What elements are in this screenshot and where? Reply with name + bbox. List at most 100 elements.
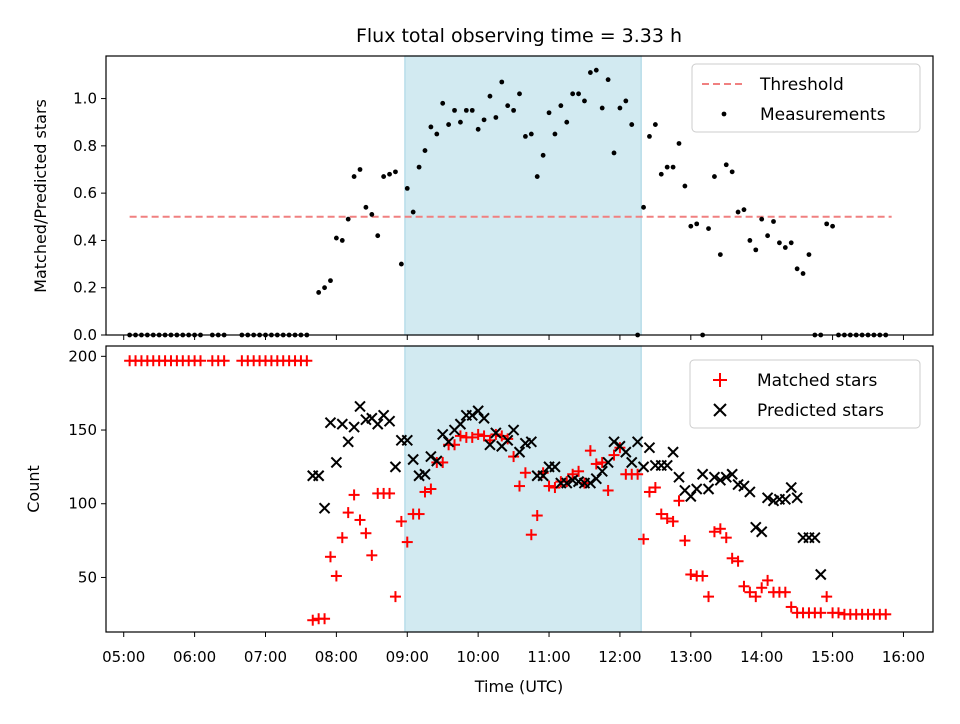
predicted-star-point [324, 416, 337, 429]
matched-star-point [531, 510, 543, 522]
x-axis-label: Time (UTC) [474, 677, 563, 696]
matched-star-point [567, 468, 579, 480]
measurement-point [759, 216, 765, 222]
legend-measurement-label: Measurements [760, 105, 886, 125]
measurement-point [605, 77, 611, 83]
x-tick-label: 10:00 [457, 648, 500, 666]
predicted-star-point [348, 421, 360, 433]
predicted-star-point [696, 468, 709, 480]
measurement-point [741, 207, 747, 213]
matched-star-point [708, 526, 720, 538]
predicted-star-point [643, 442, 656, 454]
measurement-point [458, 119, 463, 125]
top-y-axis-label: Matched/Predicted stars [31, 99, 50, 293]
measurement-point [664, 164, 670, 170]
legend-predicted-label: Predicted stars [757, 401, 884, 421]
matched-star-point [319, 613, 331, 625]
predicted-star-point [750, 521, 762, 534]
x-tick-label: 16:00 [882, 648, 925, 666]
measurement-point [528, 131, 534, 137]
measurement-point [434, 131, 440, 137]
predicted-star-point [637, 461, 650, 473]
predicted-star-point [478, 412, 490, 424]
matched-star-point [703, 591, 715, 603]
x-tick-label: 06:00 [173, 648, 216, 666]
measurement-point [351, 174, 357, 179]
matched-star-point [584, 445, 596, 457]
predicted-star-point [620, 446, 632, 458]
legend-predicted-marker [713, 403, 727, 417]
matched-star-point [608, 449, 620, 461]
measurement-point [410, 209, 416, 215]
top-highlight-layer [404, 55, 642, 336]
measurement-point [824, 221, 830, 227]
predicted-star-point [561, 477, 573, 489]
legend-threshold-label: Threshold [759, 75, 844, 95]
matched-star-point [649, 482, 661, 494]
predicted-star-point [631, 436, 644, 448]
matched-star-point [336, 532, 348, 544]
measurement-point [582, 98, 587, 104]
measurement-point [771, 219, 776, 224]
matched-star-point [673, 495, 685, 507]
measurement-point [641, 204, 646, 210]
matched-star-point [697, 570, 709, 582]
predicted-star-point [602, 456, 614, 469]
measurement-point [788, 240, 794, 246]
measurement-point [493, 115, 499, 120]
predicted-star-point [525, 436, 538, 448]
legend-measurement-marker [721, 111, 727, 117]
x-tick-label: 05:00 [102, 648, 145, 666]
measurement-point [688, 223, 694, 229]
x-tick-label: 12:00 [598, 648, 641, 666]
predicted-star-point [442, 436, 455, 448]
predicted-star-point [490, 427, 502, 439]
predicted-star-point [673, 471, 685, 483]
matched-star-point [573, 465, 585, 477]
measurement-point [747, 238, 753, 243]
matched-star-point [667, 515, 679, 527]
measurement-point [428, 124, 434, 130]
predicted-star-point [401, 434, 413, 447]
bottom-y-tick-label: 150 [68, 421, 97, 439]
matched-star-point [726, 552, 738, 564]
predicted-star-point [330, 456, 343, 469]
predicted-star-point [431, 455, 443, 467]
measurement-point [534, 174, 540, 179]
measurement-point [782, 245, 788, 250]
matched-star-point [384, 487, 396, 499]
matched-star-point [413, 508, 425, 520]
matched-star-point [525, 529, 537, 541]
matched-star-point [330, 570, 342, 582]
x-tick-label: 11:00 [527, 648, 570, 666]
predicted-star-point [626, 456, 638, 469]
predicted-star-point [702, 483, 715, 495]
measurement-point [357, 167, 363, 172]
bottom-legend: Matched stars Predicted stars [689, 359, 921, 429]
predicted-star-point [372, 418, 384, 430]
measurement-point [611, 150, 617, 156]
matched-star-point [389, 591, 401, 603]
measurement-point [570, 91, 576, 97]
predicted-star-point [726, 468, 738, 480]
x-tick-label: 15:00 [811, 648, 854, 666]
measurement-point [475, 126, 481, 132]
matched-star-point [549, 482, 561, 494]
measurement-point [546, 110, 552, 116]
measurement-point [629, 122, 635, 127]
matched-star-point [685, 569, 697, 581]
legend-matched-label: Matched stars [757, 371, 877, 391]
predicted-star-point [779, 493, 792, 506]
matched-star-point [596, 456, 608, 468]
measurement-point [375, 233, 381, 239]
measurement-point [446, 122, 452, 127]
matched-star-point [454, 430, 466, 442]
predicted-star-point [454, 418, 467, 430]
bottom-y-axis-label: Count [24, 465, 43, 513]
measurement-point [339, 238, 345, 243]
predicted-star-point [501, 434, 514, 447]
bottom-y-tick-label: 50 [78, 568, 97, 586]
predicted-star-point [761, 492, 774, 504]
matched-star-point [655, 508, 667, 520]
measurement-point [735, 209, 741, 215]
